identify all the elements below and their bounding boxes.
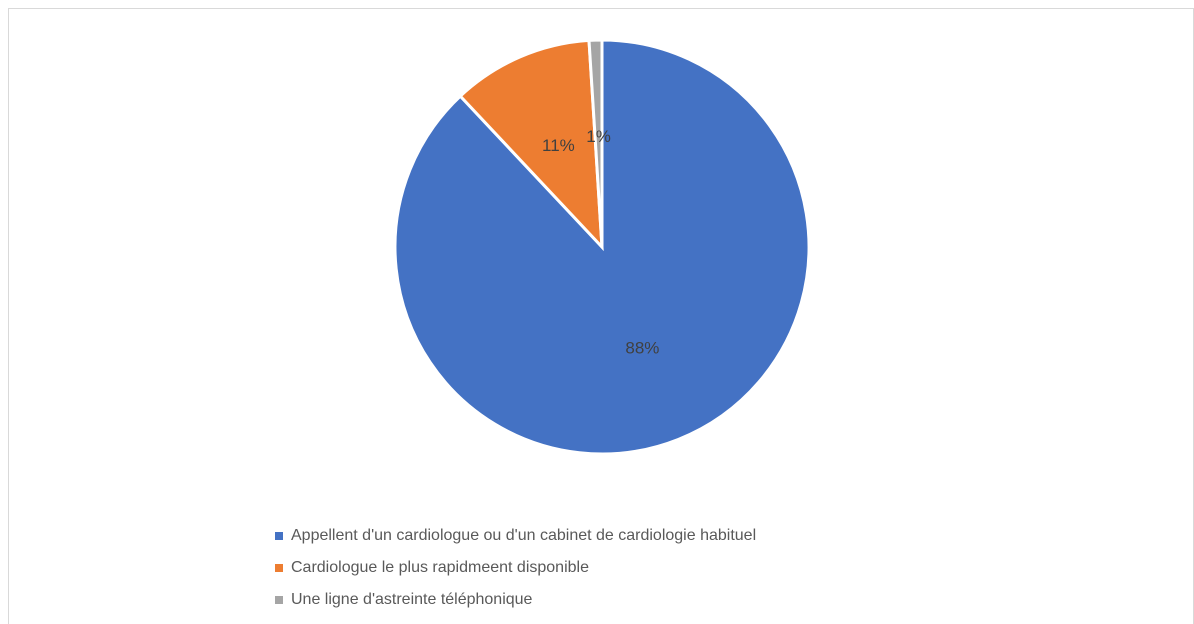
data-label: 1% — [586, 127, 611, 146]
legend-swatch — [275, 596, 283, 604]
legend-label: Appellent d'un cardiologue ou d'un cabin… — [291, 527, 756, 544]
data-label: 88% — [625, 338, 659, 357]
pie-slice — [587, 38, 604, 248]
pie-slice — [458, 38, 604, 252]
legend-swatch — [275, 532, 283, 540]
data-label: 11% — [542, 136, 575, 155]
legend-label: Cardiologue le plus rapidmeent disponibl… — [291, 559, 589, 576]
legend-label: Une ligne d'astreinte téléphonique — [291, 591, 533, 608]
pie-slice — [393, 38, 811, 456]
legend-swatch — [275, 564, 283, 572]
